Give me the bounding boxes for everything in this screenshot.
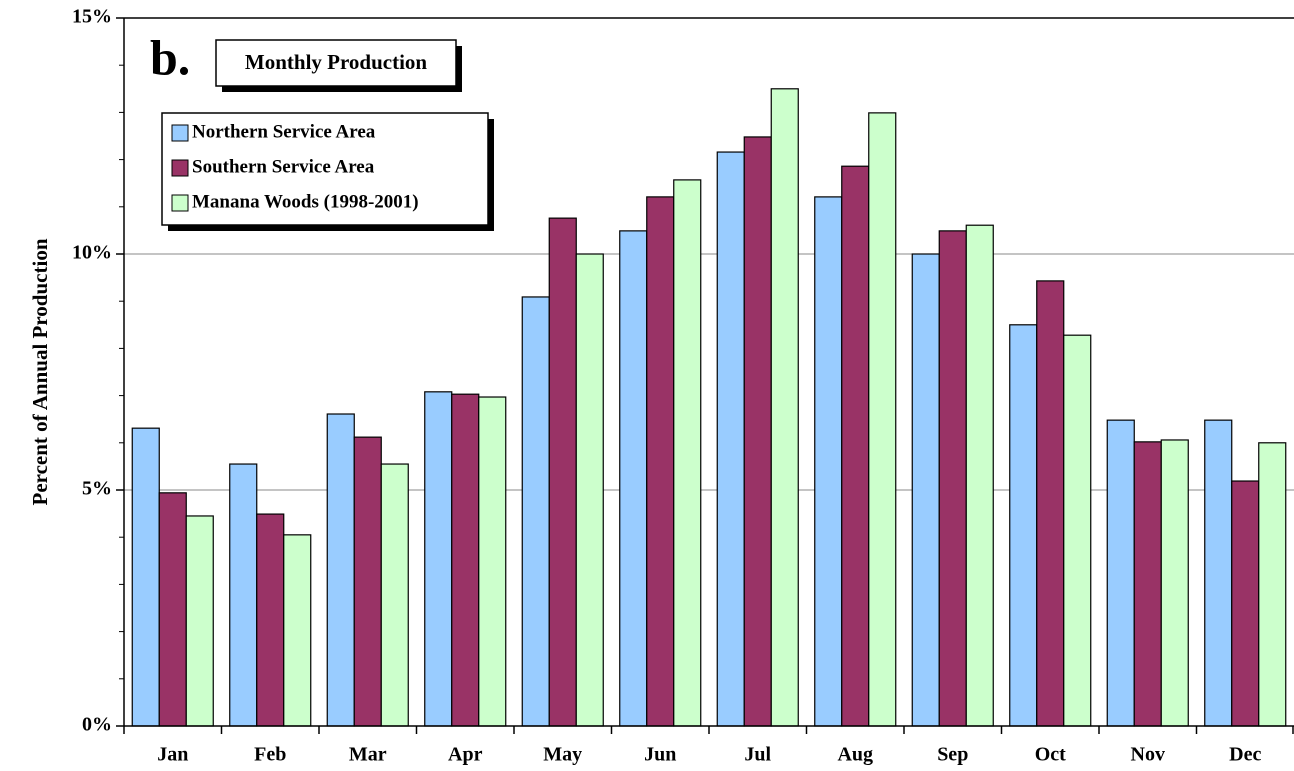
bar <box>646 196 675 727</box>
bar <box>1160 439 1189 727</box>
x-tick-label: Nov <box>1131 744 1165 766</box>
legend-label: Southern Service Area <box>192 156 375 177</box>
bar <box>1063 334 1092 727</box>
bar <box>1133 441 1162 727</box>
bar <box>548 217 577 727</box>
y-tick-label: 10% <box>72 242 112 264</box>
bar <box>743 136 772 727</box>
y-tick-label: 0% <box>82 714 112 736</box>
x-tick-label: Jun <box>644 744 676 766</box>
y-axis-label: Percent of Annual Production <box>28 238 52 505</box>
bar <box>965 224 994 727</box>
bar <box>938 230 967 727</box>
panel-label: b. <box>150 29 190 85</box>
bar <box>131 427 160 727</box>
bar <box>1231 480 1260 727</box>
bar <box>1036 280 1065 727</box>
bar <box>1009 324 1038 727</box>
bar <box>521 296 550 727</box>
bar <box>353 436 382 727</box>
x-tick-label: Aug <box>837 744 873 766</box>
bar <box>1106 419 1135 727</box>
bar <box>716 151 745 727</box>
x-tick-label: Mar <box>349 744 387 766</box>
legend-box <box>161 112 489 226</box>
bar <box>868 112 897 727</box>
x-tick-label: Sep <box>937 744 968 766</box>
bar <box>424 391 453 727</box>
bar <box>770 88 799 727</box>
y-tick-label: 15% <box>72 6 112 28</box>
x-tick-label: Feb <box>254 744 286 766</box>
bar <box>185 515 214 727</box>
bar <box>814 196 843 727</box>
legend-swatch <box>171 124 189 142</box>
x-tick-label: Jul <box>744 744 771 766</box>
legend-swatch <box>171 159 189 177</box>
bar <box>451 393 480 727</box>
x-tick-label: Apr <box>448 744 483 766</box>
bar <box>283 534 312 727</box>
bar <box>619 230 648 727</box>
bar <box>1204 419 1233 727</box>
x-tick-label: Oct <box>1035 744 1066 766</box>
bar <box>1258 442 1287 727</box>
x-tick-label: Jan <box>157 744 188 766</box>
chart-title: Monthly Production <box>245 50 428 74</box>
bar <box>673 179 702 727</box>
title-box <box>215 39 457 87</box>
x-tick-label: May <box>543 744 582 766</box>
bar <box>256 513 285 727</box>
bar <box>575 253 604 727</box>
bar <box>478 396 507 727</box>
bar <box>911 253 940 727</box>
bar <box>158 492 187 727</box>
bar <box>326 413 355 727</box>
legend-label: Manana Woods (1998-2001) <box>192 191 419 212</box>
bar <box>380 463 409 727</box>
legend-swatch <box>171 194 189 212</box>
bar <box>841 165 870 727</box>
y-tick-label: 5% <box>82 478 112 500</box>
legend-label: Northern Service Area <box>192 121 376 142</box>
x-tick-label: Dec <box>1229 744 1261 766</box>
bar <box>229 463 258 727</box>
